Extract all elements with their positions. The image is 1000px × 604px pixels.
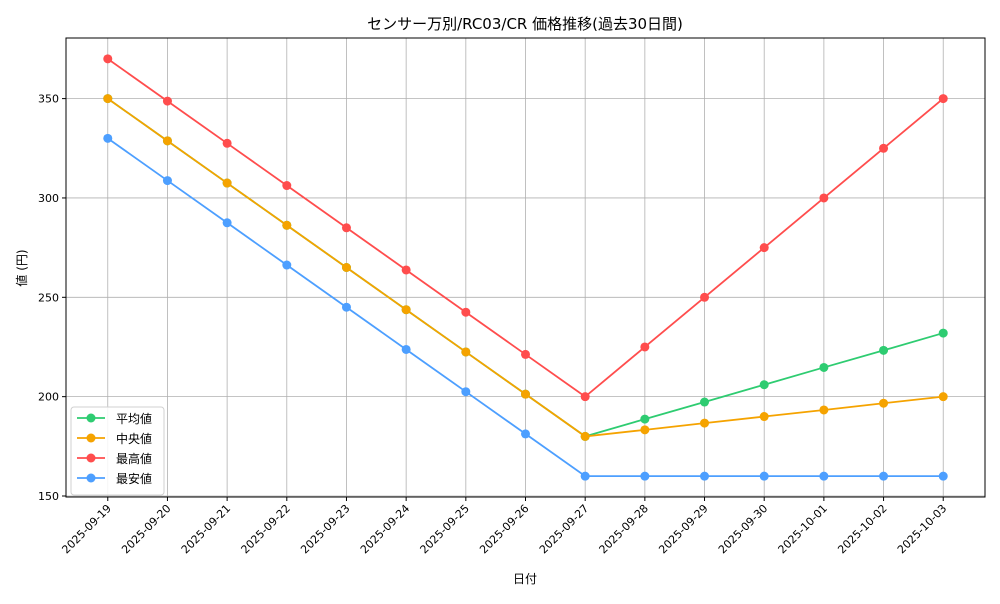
data-point	[759, 380, 769, 390]
chart-title: センサー万別/RC03/CR 価格推移(過去30日間)	[367, 15, 683, 33]
data-point	[162, 176, 172, 186]
x-tick-label: 2025-09-26	[477, 502, 531, 556]
data-point	[580, 392, 590, 402]
data-point	[879, 345, 889, 355]
x-tick-label: 2025-09-21	[179, 502, 233, 556]
data-point	[879, 471, 889, 481]
data-point	[521, 389, 530, 399]
data-point	[819, 471, 829, 481]
series-lines	[103, 54, 948, 481]
x-tick-label: 2025-09-24	[358, 502, 412, 556]
data-point	[341, 263, 351, 272]
data-point	[580, 471, 590, 481]
data-point	[162, 96, 172, 106]
data-point	[341, 302, 351, 312]
data-point	[222, 218, 232, 228]
grid	[66, 38, 985, 497]
data-point	[282, 260, 292, 270]
legend-box	[70, 406, 165, 496]
data-point	[521, 429, 530, 439]
y-tick-label: 250	[38, 291, 59, 304]
data-point	[819, 362, 829, 372]
data-point	[938, 328, 948, 338]
data-point	[222, 138, 232, 148]
x-tick-label: 2025-09-30	[716, 502, 770, 556]
data-point	[759, 471, 769, 481]
data-point	[222, 178, 232, 188]
data-point	[700, 292, 710, 302]
data-point	[580, 431, 590, 441]
x-tick-label: 2025-10-02	[835, 502, 889, 556]
data-point	[461, 307, 471, 317]
data-point	[640, 471, 650, 481]
legend-marker	[86, 413, 96, 423]
data-point	[640, 414, 650, 424]
data-point	[103, 133, 113, 143]
data-point	[640, 425, 650, 435]
data-point	[282, 181, 292, 191]
x-tick-label: 2025-09-29	[656, 502, 710, 556]
x-tick-label: 2025-09-19	[59, 502, 113, 556]
data-point	[938, 94, 948, 104]
data-point	[879, 143, 889, 153]
data-point	[759, 243, 769, 253]
data-point	[700, 471, 710, 481]
data-point	[700, 418, 710, 428]
data-point	[341, 223, 351, 233]
y-tick-label: 300	[38, 192, 59, 205]
data-point	[700, 397, 710, 407]
y-tick-label: 200	[38, 391, 59, 404]
data-point	[879, 398, 889, 408]
legend-marker	[86, 473, 96, 483]
legend-marker	[86, 453, 96, 463]
data-point	[103, 94, 113, 104]
y-tick-label: 350	[38, 93, 59, 106]
data-point	[401, 305, 411, 315]
data-point	[103, 54, 113, 64]
y-axis-label: 値 (円)	[14, 249, 29, 286]
data-point	[521, 349, 530, 359]
x-tick-label: 2025-09-25	[418, 502, 472, 556]
data-point	[819, 193, 829, 203]
legend-label: 最安値	[116, 471, 152, 486]
x-tick-label: 2025-10-01	[776, 502, 830, 556]
data-point	[819, 405, 829, 415]
data-point	[162, 136, 172, 146]
data-point	[401, 265, 411, 275]
x-axis-label: 日付	[513, 572, 537, 586]
data-point	[461, 347, 471, 357]
data-point	[282, 220, 292, 230]
legend-label: 最高値	[116, 451, 152, 466]
data-point	[640, 342, 650, 352]
legend-label: 平均値	[116, 411, 152, 426]
legend-marker	[86, 433, 96, 443]
data-point	[401, 344, 411, 354]
data-point	[461, 387, 471, 397]
y-tick-label: 150	[38, 490, 59, 503]
x-tick-label: 2025-09-28	[597, 502, 651, 556]
axes: 2025-09-19 2025-09-20 2025-09-21 2025-09-22…	[38, 93, 949, 557]
legend-label: 中央値	[116, 431, 152, 446]
x-tick-label: 2025-09-23	[298, 502, 352, 556]
data-point	[759, 412, 769, 422]
x-tick-label: 2025-10-03	[895, 502, 949, 556]
data-point	[938, 392, 948, 402]
data-point	[938, 471, 948, 481]
x-tick-label: 2025-09-22	[239, 502, 293, 556]
x-tick-label: 2025-09-27	[537, 502, 591, 556]
x-tick-label: 2025-09-20	[119, 502, 173, 556]
